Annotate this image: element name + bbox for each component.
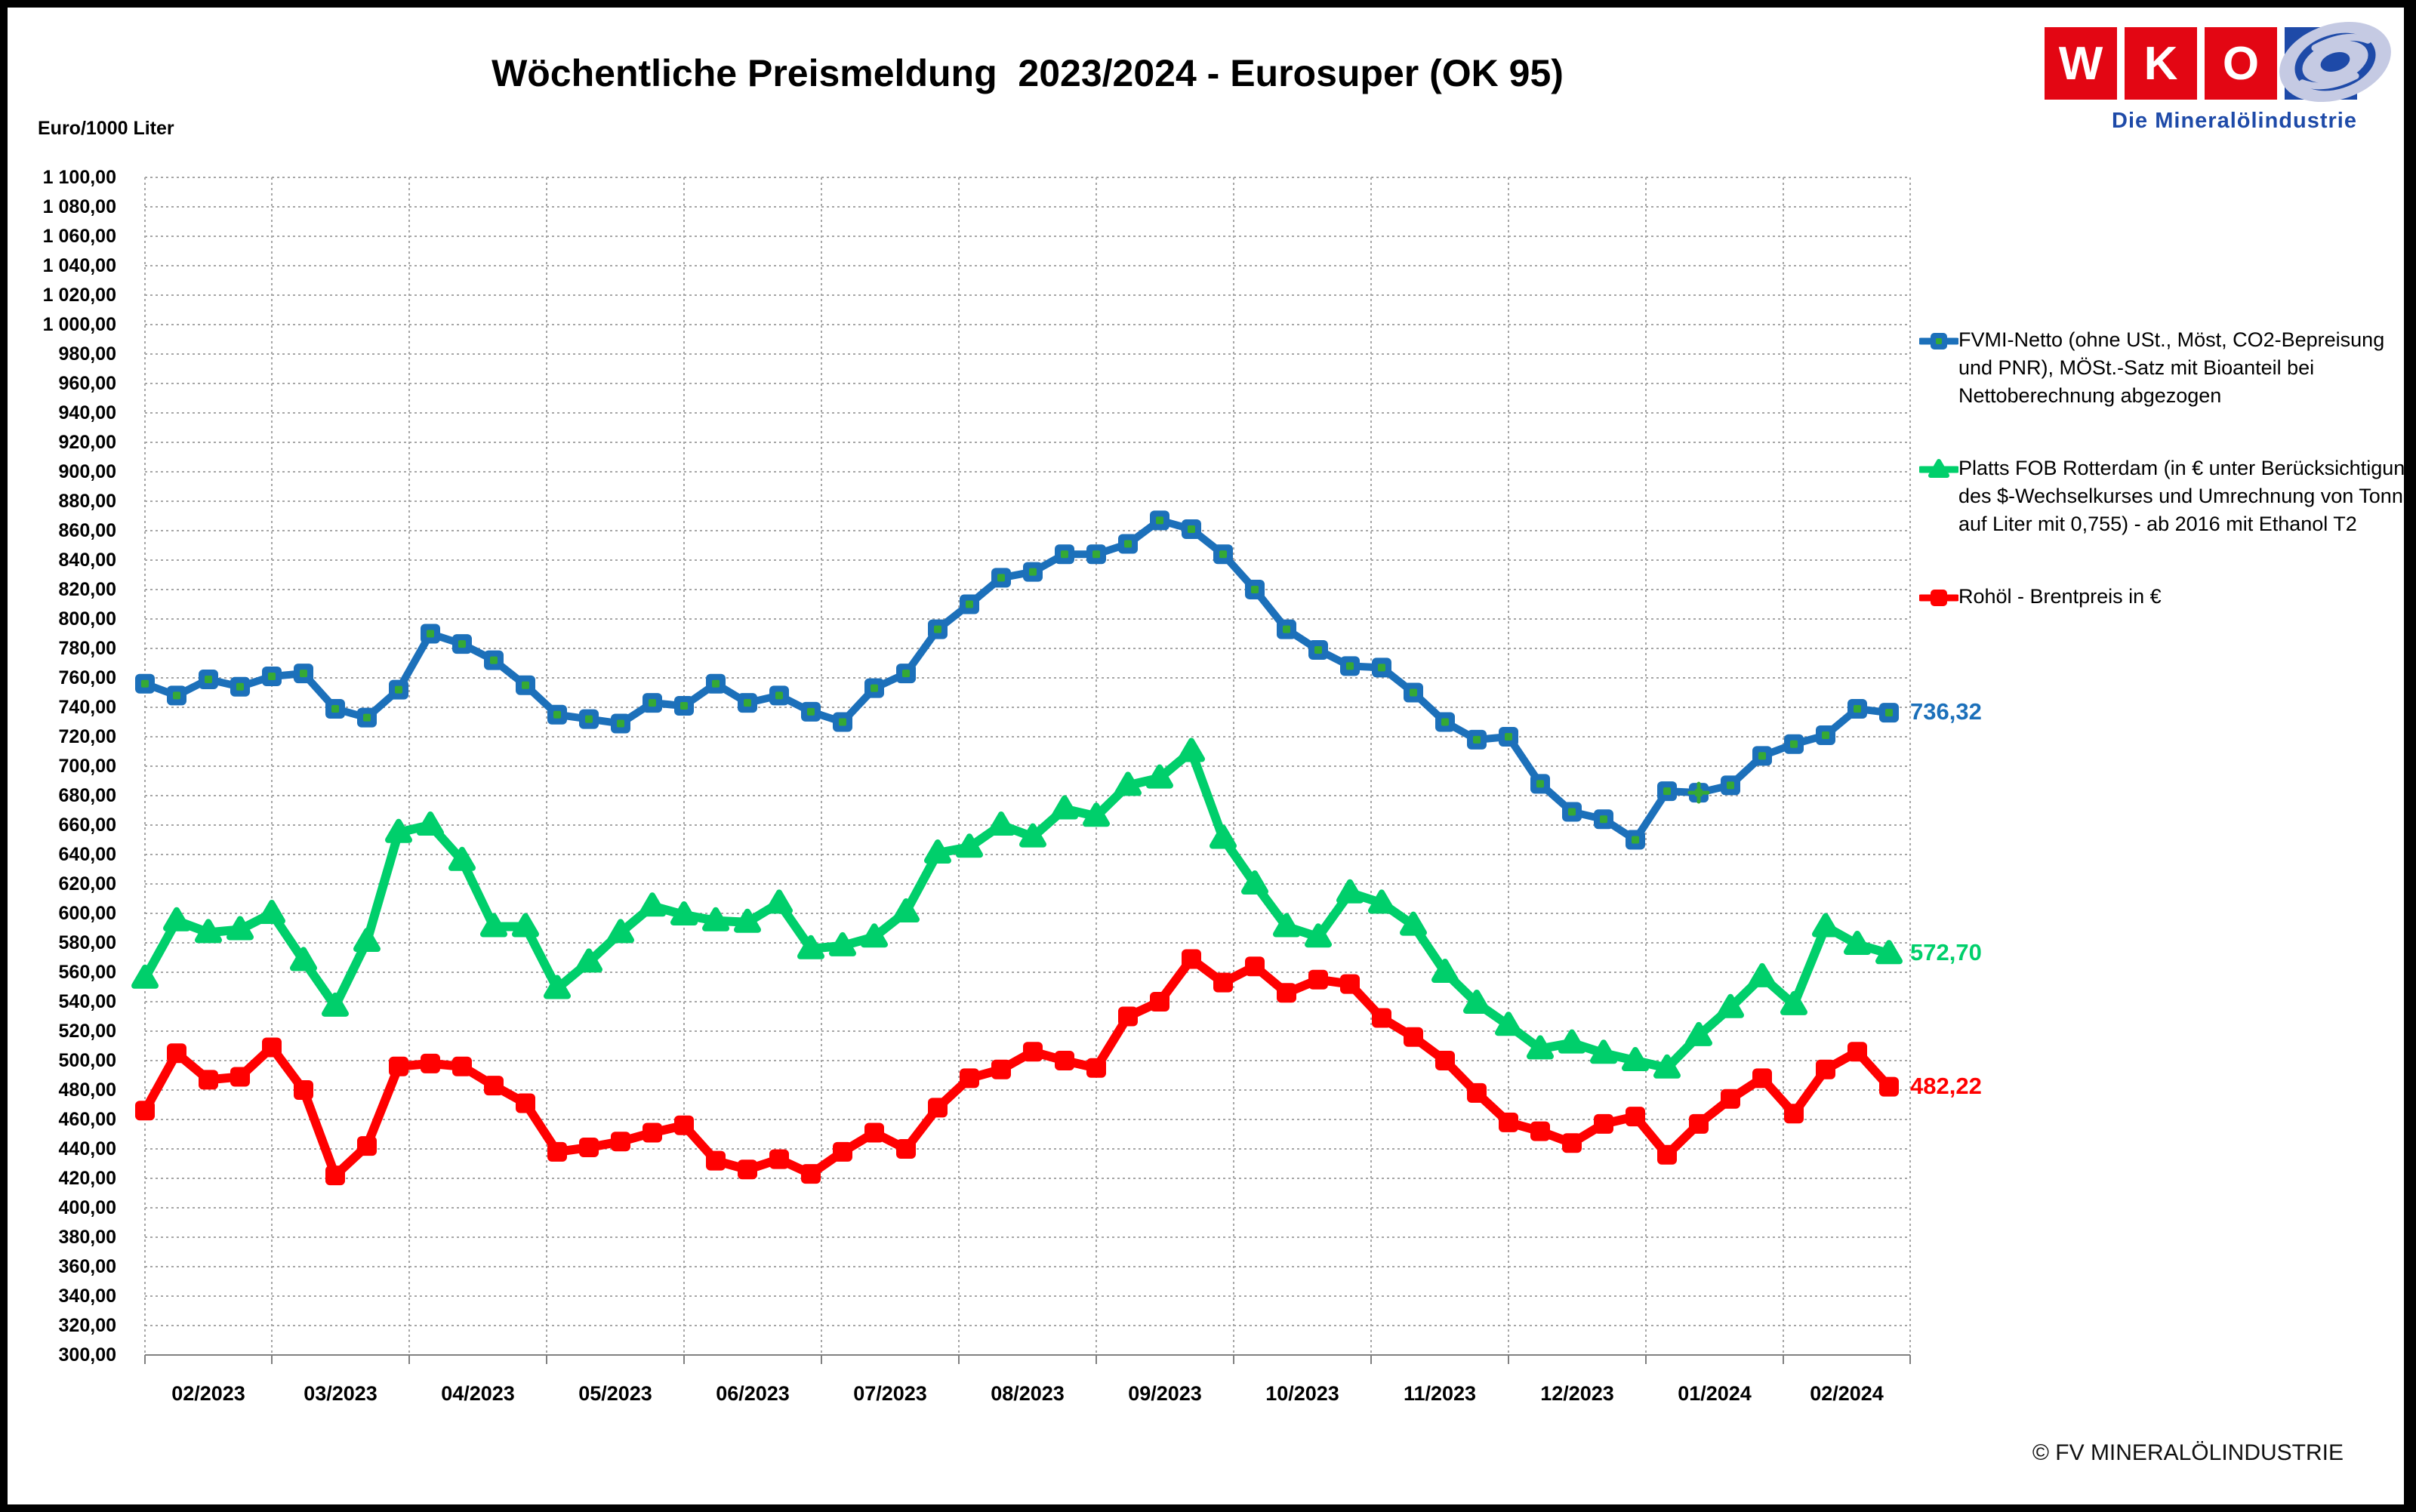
y-tick-label: 940,00 xyxy=(58,402,116,423)
y-tick-label: 320,00 xyxy=(58,1315,116,1336)
y-tick-label: 360,00 xyxy=(58,1256,116,1277)
y-tick-label: 400,00 xyxy=(58,1197,116,1218)
series-platts-fob-rotterdam xyxy=(131,738,1903,1079)
fvmi-netto-legend-marker-icon xyxy=(1919,333,1958,350)
series-end-label: 482,22 xyxy=(1910,1072,1982,1099)
legend-item-text: Platts FOB Rotterdam (in € unter Berücks… xyxy=(1958,457,2416,535)
x-tick-label: 10/2023 xyxy=(1265,1382,1339,1405)
price-chart-svg xyxy=(131,177,1911,1364)
legend-item-platts-fob-rotterdam: Platts FOB Rotterdam (in € unter Berücks… xyxy=(1919,454,2416,538)
logo-letter-o: O xyxy=(2205,27,2277,100)
y-tick-label: 600,00 xyxy=(58,903,116,924)
y-tick-label: 660,00 xyxy=(58,815,116,836)
y-tick-label: 820,00 xyxy=(58,579,116,600)
y-tick-label: 1 000,00 xyxy=(42,314,116,335)
y-tick-label: 440,00 xyxy=(58,1138,116,1159)
x-tick-label: 03/2023 xyxy=(304,1382,378,1405)
y-tick-label: 740,00 xyxy=(58,697,116,718)
copyright-footer: © FV MINERALÖLINDUSTRIE xyxy=(2032,1440,2344,1465)
legend-item-text: Rohöl - Brentpreis in € xyxy=(1958,585,2162,608)
y-tick-label: 800,00 xyxy=(58,608,116,630)
special-x-marker xyxy=(1687,781,1710,804)
logo-letter-w: W xyxy=(2045,27,2117,100)
y-tick-label: 620,00 xyxy=(58,873,116,895)
chart-title: Wöchentliche Preismeldung 2023/2024 - Eu… xyxy=(492,52,1564,94)
y-tick-label: 760,00 xyxy=(58,667,116,688)
y-tick-label: 480,00 xyxy=(58,1079,116,1101)
y-tick-label: 880,00 xyxy=(58,491,116,512)
y-tick-label: 640,00 xyxy=(58,844,116,865)
y-tick-label: 580,00 xyxy=(58,932,116,953)
y-tick-label: 840,00 xyxy=(58,550,116,571)
x-tick-label: 05/2023 xyxy=(578,1382,652,1405)
x-tick-label: 09/2023 xyxy=(1128,1382,1202,1405)
y-tick-label: 1 100,00 xyxy=(42,167,116,188)
logo-letter-k: K xyxy=(2125,27,2197,100)
x-tick-label: 02/2023 xyxy=(171,1382,245,1405)
x-tick-label: 12/2023 xyxy=(1540,1382,1614,1405)
series-end-label: 572,70 xyxy=(1910,939,1982,966)
x-tick-label: 08/2023 xyxy=(991,1382,1065,1405)
platts-fob-rotterdam-legend-marker-icon xyxy=(1919,459,1958,478)
y-tick-label: 700,00 xyxy=(58,756,116,777)
y-tick-label: 340,00 xyxy=(58,1286,116,1307)
y-tick-label: 460,00 xyxy=(58,1109,116,1130)
y-tick-label: 920,00 xyxy=(58,432,116,453)
legend-item-roh-l-brentpreis: Rohöl - Brentpreis in € xyxy=(1919,583,2162,611)
x-tick-label: 07/2023 xyxy=(853,1382,927,1405)
y-tick-label: 1 020,00 xyxy=(42,285,116,306)
y-tick-label: 960,00 xyxy=(58,373,116,394)
y-tick-label: 900,00 xyxy=(58,461,116,482)
legend-item-text: FVMI-Netto (ohne USt., Möst, CO2-Bepreis… xyxy=(1958,328,2385,407)
legend-item-fvmi-netto: FVMI-Netto (ohne USt., Möst, CO2-Bepreis… xyxy=(1919,326,2384,410)
x-tick-label: 01/2024 xyxy=(1678,1382,1752,1405)
y-tick-label: 860,00 xyxy=(58,520,116,541)
y-tick-label: 560,00 xyxy=(58,962,116,983)
y-tick-label: 1 040,00 xyxy=(42,255,116,276)
x-tick-label: 11/2023 xyxy=(1403,1382,1477,1405)
y-tick-label: 420,00 xyxy=(58,1168,116,1189)
x-tick-label: 04/2023 xyxy=(441,1382,515,1405)
logo-subtitle: Die Mineralölindustrie xyxy=(2112,109,2357,133)
wko-logo: W K O Die Mineralölindustrie xyxy=(2045,21,2391,140)
y-axis-unit-label: Euro/1000 Liter xyxy=(38,118,174,139)
gridlines xyxy=(144,177,1911,1356)
series-end-label: 736,32 xyxy=(1910,698,1982,725)
x-tick-label: 06/2023 xyxy=(716,1382,790,1405)
y-tick-label: 520,00 xyxy=(58,1021,116,1042)
y-tick-label: 500,00 xyxy=(58,1050,116,1071)
price-chart xyxy=(131,177,1911,1364)
y-tick-label: 540,00 xyxy=(58,991,116,1012)
logo-swirl-icon xyxy=(2279,21,2391,103)
y-tick-label: 720,00 xyxy=(58,726,116,747)
y-tick-label: 1 080,00 xyxy=(42,196,116,217)
y-tick-label: 680,00 xyxy=(58,785,116,806)
y-tick-label: 300,00 xyxy=(58,1344,116,1366)
y-tick-label: 780,00 xyxy=(58,638,116,659)
y-tick-label: 380,00 xyxy=(58,1227,116,1248)
x-axis xyxy=(144,1354,1911,1364)
y-tick-label: 1 060,00 xyxy=(42,226,116,247)
roh-l-brentpreis-legend-marker-icon xyxy=(1919,590,1958,606)
series-roh-l-brentpreis xyxy=(135,949,1899,1186)
series-fvmi-netto xyxy=(135,510,1899,850)
x-tick-label: 02/2024 xyxy=(1810,1382,1884,1405)
y-tick-label: 980,00 xyxy=(58,343,116,365)
